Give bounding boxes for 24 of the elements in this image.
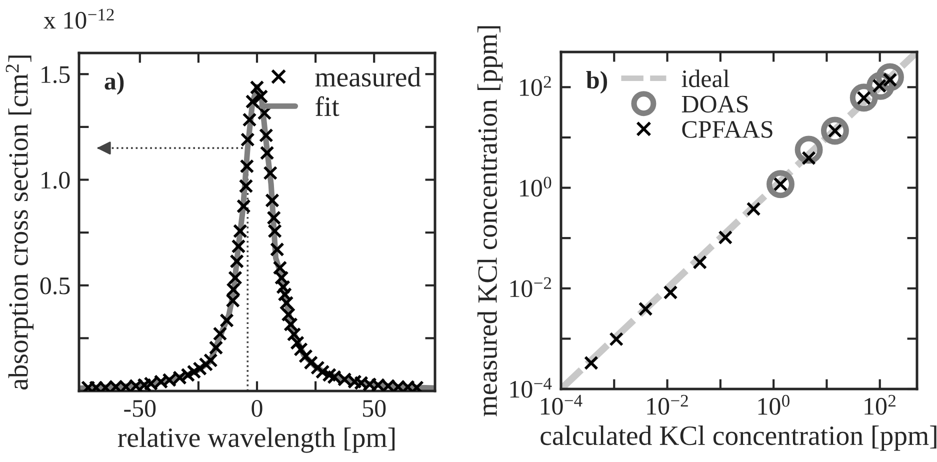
y-tick-label: 10$^{2}$	[520, 76, 551, 96]
y-tick-label: 1.0	[42, 172, 70, 189]
series-label: measured	[315, 67, 421, 87]
y-axis-title: absorption cross section [cm$^{2}$]	[6, 56, 34, 390]
text: x 10$^{−12}$	[44, 8, 114, 29]
legend-label: ideal	[682, 70, 730, 88]
y-axis-title: measured KCl concentration [ppm]	[477, 26, 503, 416]
x-tick-label: 10$^{−2}$	[647, 394, 688, 415]
annotation: a)	[104, 72, 124, 95]
x-tick-label: 0	[252, 400, 262, 417]
x-tick-label: 10$^{2}$	[864, 394, 896, 415]
y-tick-label: 10$^{0}$	[520, 176, 552, 197]
x-axis-title: calculated KCl concentration [ppm]	[540, 426, 936, 451]
series-label: fit	[316, 96, 340, 116]
legend-label: DOAS	[682, 96, 748, 113]
y-tick-label: 1.5	[42, 66, 70, 84]
y-tick-label: 10$^{−2}$	[510, 277, 552, 298]
x-tick-label: 10$^{0}$	[758, 394, 790, 415]
legend-label: CPFAAS	[682, 121, 772, 138]
annotation: b)	[586, 70, 608, 94]
y-tick-label: 0.5	[40, 277, 70, 294]
x-tick-label: -50	[124, 400, 156, 417]
x-axis-title: relative wavelength [pm]	[118, 428, 395, 453]
x-tick-label: 50	[363, 400, 386, 417]
